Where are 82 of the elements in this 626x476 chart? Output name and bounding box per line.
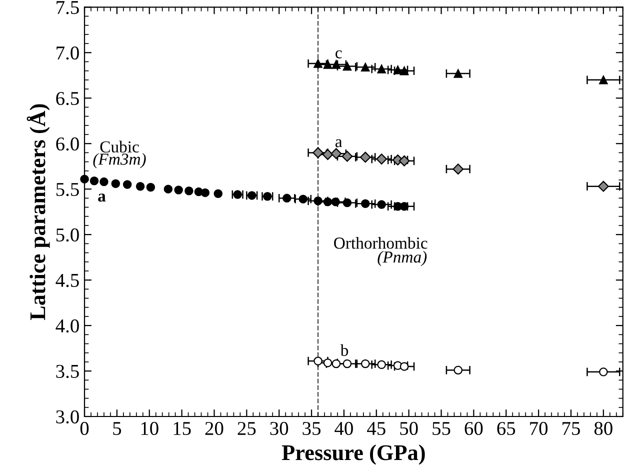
y-tick-label: 3.0 [56, 410, 79, 424]
x-tick-label: 80 [594, 422, 612, 436]
point [454, 69, 462, 78]
y-tick-label: 3.5 [56, 364, 79, 378]
x-tick-label: 45 [367, 422, 386, 436]
x-tick-label: 15 [174, 422, 191, 436]
point [377, 360, 386, 370]
point [322, 149, 334, 160]
x-tick-label: 40 [334, 422, 353, 436]
y-tick-label: 7.0 [56, 46, 79, 60]
point [599, 368, 608, 376]
y-tick-label: 4.0 [56, 319, 79, 333]
point [400, 362, 409, 371]
y-tick-label: 7.5 [56, 1, 79, 14]
point [360, 152, 371, 163]
x-tick-label: 35 [302, 422, 320, 436]
x-axis-title: Pressure (GPa) [282, 444, 425, 465]
point [342, 150, 353, 162]
x-tick-label: 5 [113, 422, 122, 436]
x-tick-label: 65 [497, 422, 516, 436]
point [454, 366, 462, 374]
annotation: (Pnma) [378, 250, 427, 266]
point [360, 359, 370, 368]
point [100, 177, 108, 186]
y-tick-label: 6.5 [56, 92, 79, 106]
x-tick-label: 70 [530, 422, 548, 436]
x-tick-label: 60 [464, 422, 483, 436]
point [184, 186, 194, 196]
x-tick-label: 50 [400, 422, 418, 436]
annotation: a [98, 194, 106, 202]
annotation: b [340, 344, 348, 356]
x-tick-label: 25 [238, 422, 256, 436]
point [342, 198, 352, 208]
point [342, 359, 352, 368]
annotation: c [336, 50, 342, 58]
point [393, 66, 402, 74]
point [314, 196, 322, 206]
point [400, 66, 409, 76]
point [377, 200, 386, 209]
point [122, 180, 132, 189]
point [214, 189, 222, 198]
annotation: Orthorhombic [334, 237, 428, 249]
point [598, 180, 609, 192]
point [136, 182, 145, 191]
point [332, 359, 341, 368]
x-tick-label: 55 [432, 422, 450, 436]
x-tick-label: 75 [562, 422, 580, 436]
point [377, 64, 386, 74]
point [452, 164, 464, 175]
point [323, 60, 332, 69]
point [164, 184, 173, 194]
y-tick-label: 4.5 [56, 274, 79, 288]
x-tick-label: 0 [80, 422, 89, 436]
point [200, 188, 210, 198]
y-tick-label: 6.0 [56, 137, 79, 151]
x-tick-label: 10 [141, 422, 158, 436]
point [342, 62, 352, 71]
point [282, 194, 292, 203]
y-tick-label: 5.5 [56, 183, 79, 196]
point [90, 176, 99, 186]
point [331, 197, 340, 206]
point [146, 182, 156, 192]
y-axis-title: Lattice parameters (Å) [26, 104, 50, 320]
point [376, 154, 388, 165]
x-tick-label: 20 [205, 422, 224, 436]
point [314, 59, 322, 68]
point [360, 62, 370, 72]
point [80, 174, 89, 184]
point [360, 199, 370, 208]
point [298, 194, 308, 204]
point [599, 76, 608, 84]
point [174, 186, 183, 194]
annotation: a [336, 139, 342, 148]
y-tick-label: 5.0 [56, 228, 79, 242]
point [314, 356, 322, 366]
annotation: (Fm3m) [93, 153, 146, 168]
point [111, 179, 120, 188]
annotation: Cubic [100, 140, 139, 153]
point [312, 147, 324, 158]
point [323, 197, 332, 206]
x-tick-label: 30 [270, 422, 288, 436]
point [398, 155, 410, 166]
